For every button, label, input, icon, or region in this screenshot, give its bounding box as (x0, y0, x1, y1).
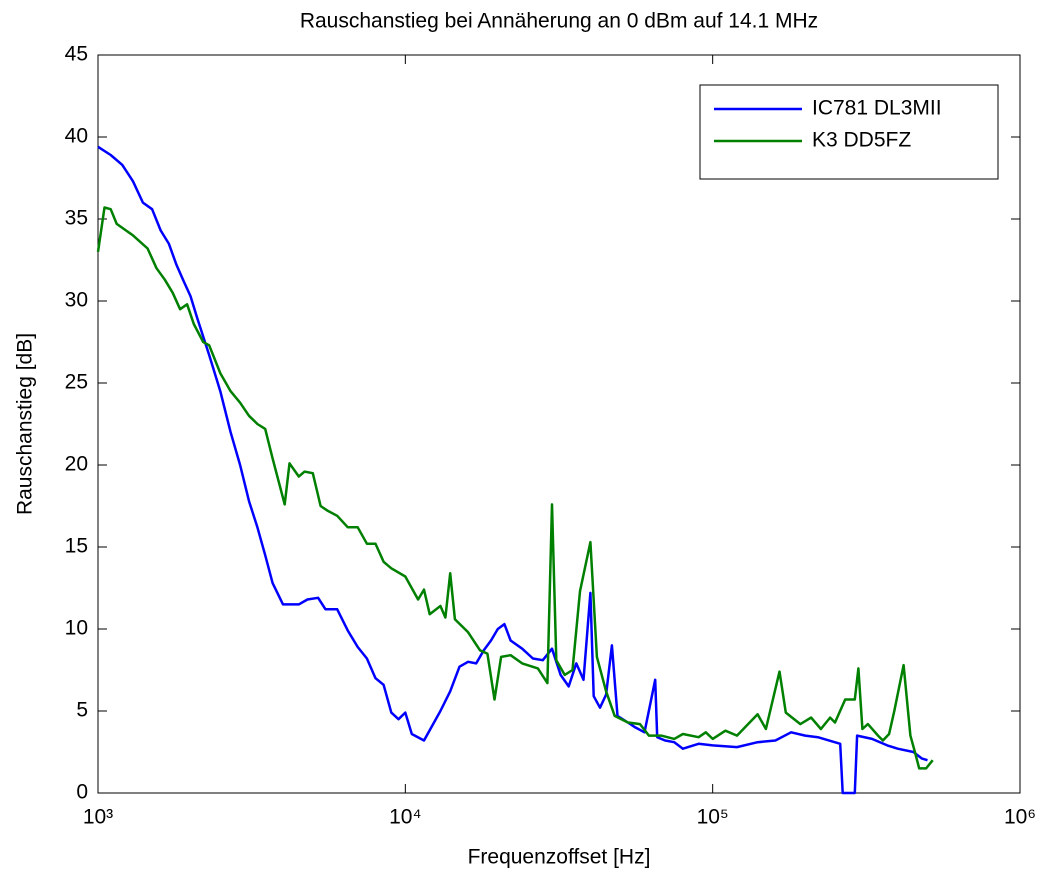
x-tick-label: 10⁵ (697, 806, 729, 829)
y-tick-label: 15 (65, 535, 88, 558)
y-tick-label: 35 (65, 207, 88, 230)
y-tick-label: 0 (76, 781, 88, 804)
data-line (96, 206, 934, 770)
y-tick-label: 30 (65, 289, 88, 312)
data-line (97, 145, 928, 795)
y-tick-label: 45 (65, 43, 88, 66)
x-axis-label: Frequenzoffset [Hz] (468, 846, 651, 869)
y-tick-label: 20 (65, 453, 88, 476)
y-tick-label: 25 (65, 371, 88, 394)
y-tick-label: 10 (65, 617, 88, 640)
legend-box (699, 84, 999, 180)
chart-title: Rauschanstieg bei Annäherung an 0 dBm au… (300, 10, 818, 33)
legend-label: K3 DD5FZ (812, 129, 911, 152)
y-axis-label: Rauschanstieg [dB] (14, 333, 37, 515)
y-tick-label: 5 (76, 699, 88, 722)
plot-frame (97, 54, 1021, 794)
y-tick-label: 40 (65, 125, 88, 148)
x-tick-label: 10³ (83, 806, 113, 829)
legend-label: IC781 DL3MII (812, 97, 942, 120)
x-tick-label: 10⁴ (389, 806, 421, 829)
x-tick-label: 10⁶ (1004, 806, 1036, 829)
